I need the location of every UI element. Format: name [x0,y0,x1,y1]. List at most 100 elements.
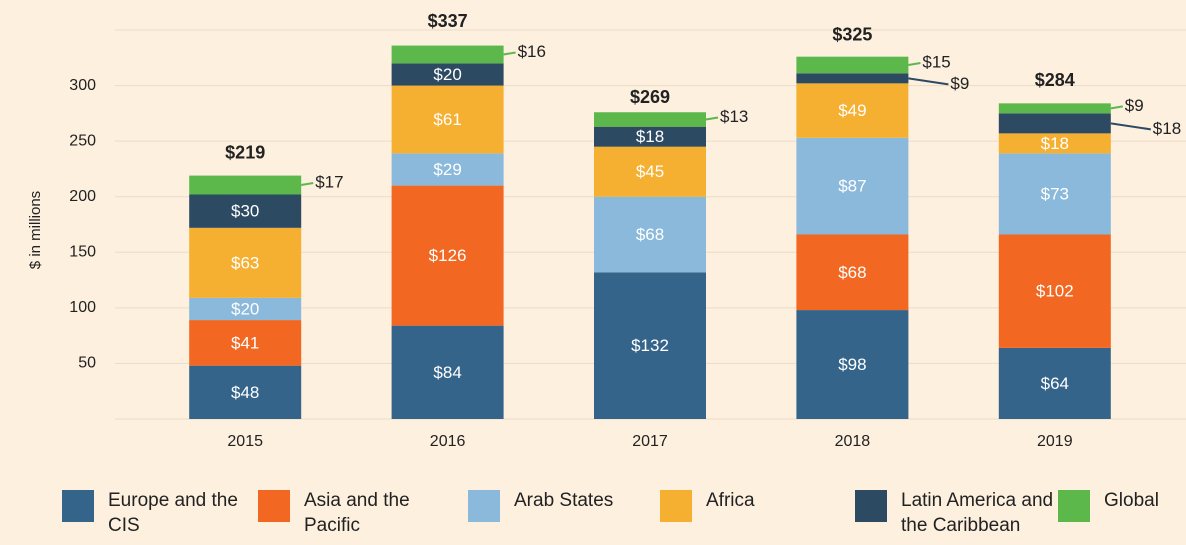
bar-segment [391,185,504,326]
bar-segment [998,133,1111,154]
data-label: $48 [231,383,259,402]
data-label: $68 [636,225,664,244]
bar-segment [796,83,909,138]
data-label: $102 [1036,282,1074,301]
total-label: $337 [428,11,468,31]
legend-item: Asia and the Pacific [258,490,444,538]
bar-segment [796,73,909,84]
bar-segment [998,153,1111,235]
data-label: $29 [433,160,461,179]
leader-line [1110,122,1151,131]
data-label: $64 [1041,374,1069,393]
leader-line [908,77,949,86]
data-label: $18 [1041,134,1069,153]
y-tick-label: 250 [69,132,96,149]
data-label: $45 [636,162,664,181]
data-label: $126 [429,246,467,265]
total-label: $269 [630,87,670,107]
legend-label: Asia and the Pacific [304,490,410,536]
bar-segment [391,85,504,154]
bar-segment [998,103,1111,114]
data-label: $68 [838,263,866,282]
bar-segment [594,126,706,147]
legend-label: Europe and the CIS [108,490,238,536]
y-tick-label: 100 [69,299,96,316]
data-label: $9 [950,74,969,93]
data-label: $87 [838,177,866,196]
data-label: $98 [838,355,866,374]
legend-swatch [660,490,692,522]
x-tick-label: 2015 [227,433,263,450]
x-tick-label: 2017 [632,433,668,450]
leader-line [503,51,516,56]
data-label: $18 [636,127,664,146]
legend-swatch [468,490,500,522]
x-tick-label: 2019 [1037,433,1073,450]
y-tick-label: 200 [69,188,96,205]
bar-segment [391,153,504,186]
legend-swatch [258,490,290,522]
legend-item: Arab States [468,490,644,522]
total-label: $325 [832,25,872,45]
data-label: $17 [315,173,343,192]
leader-line [301,182,314,187]
bar-segment [594,112,706,127]
legend-label: Latin America and the Caribbean [901,490,1054,536]
legend-item: Africa [660,490,786,522]
data-label: $15 [922,52,950,71]
bar-segment [189,175,302,195]
bar-segment [998,347,1111,419]
leader-line [908,62,921,66]
bar-segment [594,196,706,273]
data-label: $30 [231,202,259,221]
legend-swatch [855,490,887,522]
chart: $ in millions 50 100 150 200 250 300 2015 $48 $4… [27,11,1186,450]
bar-segment [189,194,302,228]
y-tick-label: 50 [78,355,96,372]
bar-segment [189,320,302,366]
bar-segment [391,63,504,86]
data-label: $73 [1041,184,1069,203]
bar-segment [189,297,302,321]
data-label: $49 [838,101,866,120]
bar-segment [796,137,909,235]
total-label: $284 [1035,70,1075,90]
x-tick-label: 2016 [430,433,466,450]
y-tick-label: 300 [69,77,96,94]
data-label: $41 [231,333,259,352]
bar-segment [998,234,1111,348]
legend-swatch [62,490,94,522]
data-label: $132 [631,336,669,355]
bar-segment [189,365,302,419]
data-label: $13 [720,107,748,126]
legend-label: Arab States [514,490,614,511]
bar-segment [796,310,909,419]
leader-line [1110,105,1123,110]
legend-label: Global [1104,490,1159,511]
bar-segment [796,56,909,74]
data-label: $63 [231,253,259,272]
legend-item: Europe and the CIS [62,490,238,538]
legend-label: Africa [706,490,755,511]
bar-segment [391,45,504,64]
y-tick-label: 150 [69,244,96,261]
total-label: $219 [225,142,265,162]
bar-segment [796,234,909,311]
leader-line [705,116,719,121]
legend-item: Global [1058,490,1186,522]
bar-segment [594,146,706,197]
data-label: $61 [433,110,461,129]
data-label: $16 [518,42,546,61]
y-axis-label: $ in millions [27,191,44,269]
bar-segment [594,272,706,419]
x-tick-label: 2018 [835,433,871,450]
legend-item: Latin America and the Caribbean [855,490,1081,538]
data-label: $20 [231,299,259,318]
bar-segment [189,227,302,298]
data-label: $9 [1125,96,1144,115]
data-label: $84 [433,363,461,382]
data-label: $18 [1153,119,1181,138]
legend-swatch [1058,490,1090,522]
bar-segment [391,325,504,419]
